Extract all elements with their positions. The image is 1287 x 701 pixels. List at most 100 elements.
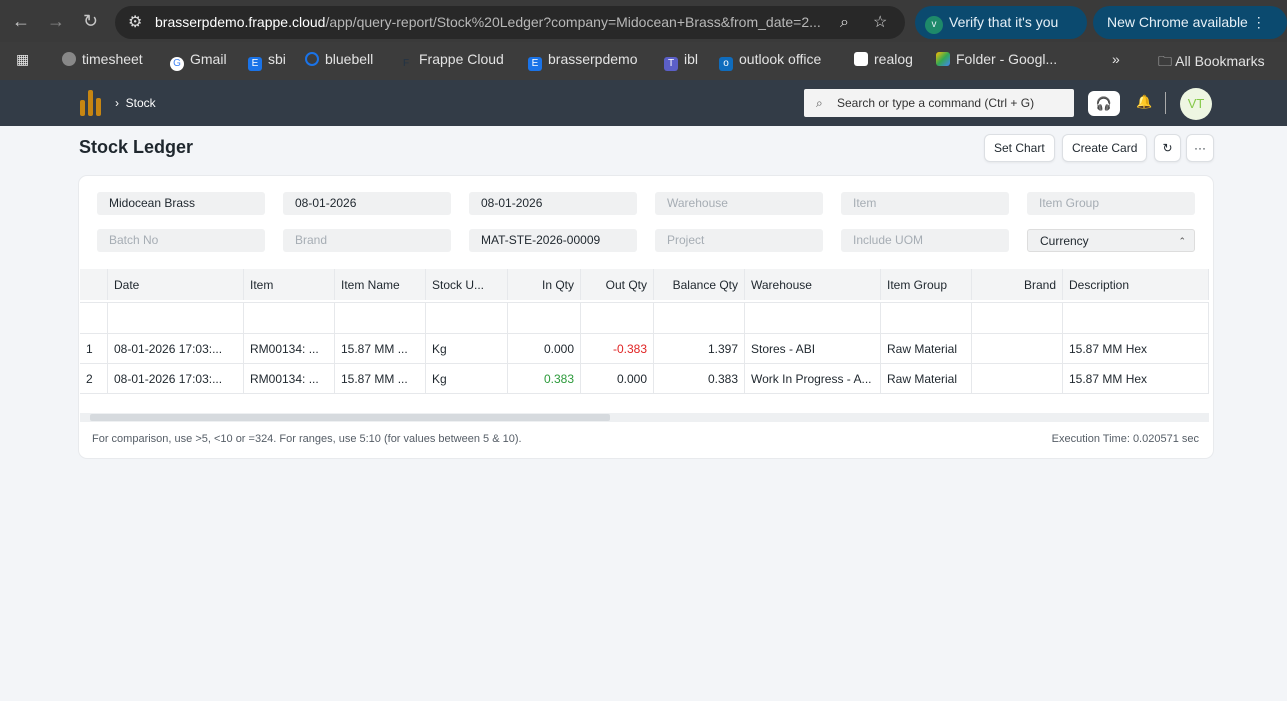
all-bookmarks[interactable]: 🗀 All Bookmarks (1158, 53, 1265, 69)
column-header: Item Name (335, 269, 426, 300)
more-options-icon[interactable]: ··· (1186, 134, 1214, 162)
bookmark-realog[interactable]: realog (854, 51, 913, 67)
reload-icon[interactable]: ↻ (83, 11, 99, 31)
filter-field[interactable]: Project (655, 229, 823, 252)
search-icon: ⌕ (816, 96, 823, 110)
table-cell: Kg (426, 334, 508, 363)
column-header: Item Group (881, 269, 972, 300)
notification-bell-icon[interactable]: 🔔 (1136, 94, 1153, 109)
table-cell: 0.000 (508, 334, 581, 363)
table-cell (972, 364, 1063, 393)
filter-field[interactable]: 08-01-2026 (469, 192, 637, 215)
address-bar[interactable]: ⚙ brasserpdemo.frappe.cloud/app/query-re… (115, 6, 905, 39)
table-row[interactable]: 1 08-01-2026 17:03:... RM00134: ... 15.87 M… (80, 333, 1209, 363)
filter-field[interactable]: Item Group (1027, 192, 1195, 215)
table-cell: Kg (426, 364, 508, 393)
refresh-icon[interactable]: ↻ (1154, 134, 1181, 162)
column-header: In Qty (508, 269, 581, 300)
more-bookmarks-icon[interactable]: » (1112, 51, 1120, 67)
horizontal-scrollbar[interactable] (80, 413, 1209, 422)
filter-field[interactable]: Batch No (97, 229, 265, 252)
column-filter-input[interactable] (244, 303, 335, 333)
table-cell: Raw Material (881, 334, 972, 363)
menu-icon: ⋮ (1251, 14, 1266, 30)
filter-text: Item (853, 196, 877, 210)
filter-text: Brand (295, 233, 328, 247)
bookmark-frappe-cloud[interactable]: F Frappe Cloud (402, 51, 504, 69)
filter-field[interactable]: 08-01-2026 (283, 192, 451, 215)
help-headphones-icon[interactable]: 🎧 (1088, 91, 1120, 116)
column-filter-input[interactable] (654, 303, 745, 333)
row-index: 1 (80, 334, 108, 363)
create-card-button[interactable]: Create Card (1062, 134, 1148, 162)
column-filter-input[interactable] (1063, 303, 1209, 333)
table-header: Date Item Item Name Stock U... In Qty Out Qty… (80, 269, 1209, 300)
table-cell: RM00134: ... (244, 364, 335, 393)
apps-icon[interactable]: ▦ (16, 51, 30, 67)
scrollbar-thumb[interactable] (90, 414, 610, 421)
avatar[interactable]: VT (1180, 88, 1212, 120)
browser-chrome: ← → ↻ ⚙ brasserpdemo.frappe.cloud/app/qu… (0, 0, 1287, 80)
forward-icon[interactable]: → (47, 11, 65, 31)
folder-icon: 🗀 (1158, 53, 1176, 69)
column-filter-input[interactable] (881, 303, 972, 333)
filter-field[interactable]: Brand (283, 229, 451, 252)
column-filter-input[interactable] (426, 303, 508, 333)
table-cell: 0.000 (581, 364, 654, 393)
row-index: 2 (80, 364, 108, 393)
verify-button[interactable]: v Verify that it's you (915, 6, 1087, 39)
table-cell: 15.87 MM Hex (1063, 364, 1209, 393)
back-icon[interactable]: ← (12, 11, 30, 31)
row-index-header (80, 269, 108, 300)
column-filter-input[interactable] (335, 303, 426, 333)
table-cell: RM00134: ... (244, 334, 335, 363)
filter-field[interactable]: Include UOM (841, 229, 1009, 252)
breadcrumb[interactable]: › Stock (115, 96, 156, 110)
bookmark-folder-google[interactable]: Folder - Googl... (936, 51, 1057, 67)
column-filter-input[interactable] (108, 303, 244, 333)
app-logo[interactable] (80, 90, 102, 116)
column-filter-input[interactable] (508, 303, 581, 333)
filter-field[interactable]: Item (841, 192, 1009, 215)
table-cell: Raw Material (881, 364, 972, 393)
bookmark-outlook[interactable]: o outlook office (719, 51, 821, 71)
column-filter-input[interactable] (745, 303, 881, 333)
column-filter-input[interactable] (581, 303, 654, 333)
filter-text: 08-01-2026 (481, 196, 543, 210)
column-header: Date (108, 269, 244, 300)
row-index-filter (80, 303, 108, 333)
column-filter-input[interactable] (972, 303, 1063, 333)
currency-select[interactable]: Currency ⌃ (1027, 229, 1195, 252)
filter-text: MAT-STE-2026-00009 (481, 233, 601, 247)
page-title: Stock Ledger (79, 137, 194, 157)
table-cell: -0.383 (581, 334, 654, 363)
table-cell (972, 334, 1063, 363)
table-cell: 15.87 MM ... (335, 334, 426, 363)
execution-time: Execution Time: 0.020571 sec (1051, 433, 1199, 445)
table-row[interactable]: 2 08-01-2026 17:03:... RM00134: ... 15.87 M… (80, 363, 1209, 394)
site-settings-icon[interactable]: ⚙ (128, 14, 143, 31)
table-cell: Work In Progress - A... (745, 364, 881, 393)
table-cell: 0.383 (654, 364, 745, 393)
table-cell: 15.87 MM ... (335, 364, 426, 393)
bookmark-timesheet[interactable]: timesheet (62, 51, 143, 67)
filter-field[interactable]: Midocean Brass (97, 192, 265, 215)
filter-text: Warehouse (667, 196, 728, 210)
filter-field[interactable]: MAT-STE-2026-00009 (469, 229, 637, 252)
search-input[interactable]: ⌕ Search or type a command (Ctrl + G) (804, 89, 1074, 117)
star-icon[interactable]: ☆ (873, 14, 888, 31)
filter-text: Midocean Brass (109, 196, 196, 210)
set-chart-button[interactable]: Set Chart (984, 134, 1055, 162)
filter-hint: For comparison, use >5, <10 or =324. For… (92, 433, 522, 445)
zoom-icon[interactable]: ⌕ (840, 14, 849, 31)
filter-text: 08-01-2026 (295, 196, 357, 210)
filter-field[interactable]: Warehouse (655, 192, 823, 215)
update-chrome-button[interactable]: New Chrome available ⋮ (1093, 6, 1287, 39)
bookmark-bluebell[interactable]: bluebell (305, 51, 373, 67)
chevron-right-icon: › (115, 96, 126, 110)
bookmark-gmail[interactable]: G Gmail (170, 51, 227, 71)
